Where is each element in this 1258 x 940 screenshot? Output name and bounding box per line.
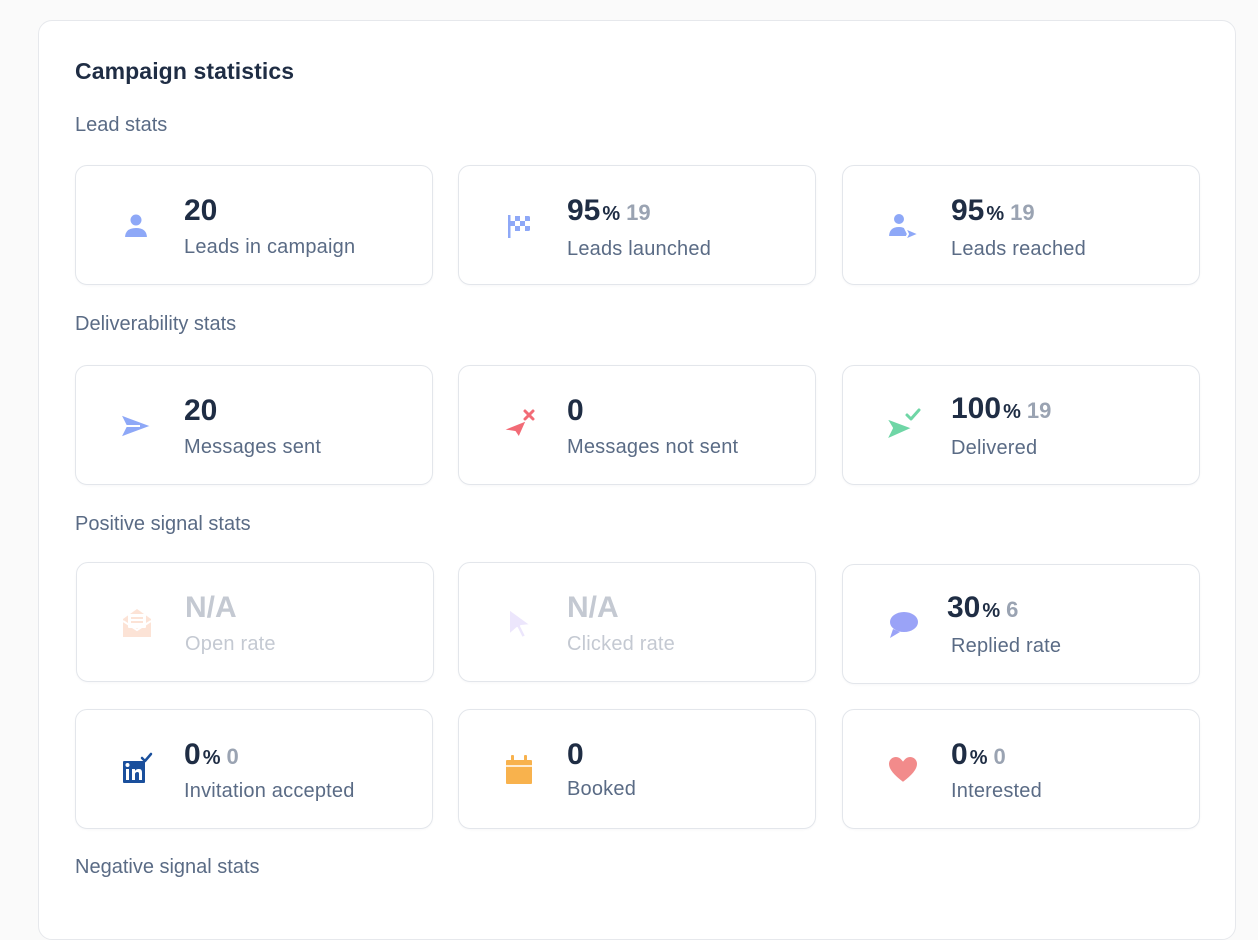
card-value: 0 (567, 738, 584, 771)
card-value: 95% 19 (951, 194, 1035, 227)
cursor-icon (499, 603, 539, 643)
card-clicked-rate[interactable]: N/A Clicked rate (458, 562, 816, 682)
card-value: N/A (185, 591, 237, 624)
card-value: 20 (184, 194, 218, 227)
card-label: Leads in campaign (184, 236, 356, 258)
card-value: 100% 19 (951, 392, 1052, 425)
card-label: Invitation accepted (184, 780, 355, 802)
panel-title: Campaign statistics (75, 58, 295, 84)
card-value: 0% 0 (951, 738, 1006, 771)
calendar-icon (499, 750, 539, 790)
section-title-deliverability: Deliverability stats (75, 313, 237, 335)
card-label: Delivered (951, 437, 1038, 459)
section-title-negative: Negative signal stats (75, 856, 260, 878)
section-title-lead: Lead stats (75, 114, 168, 136)
card-label: Messages sent (184, 436, 322, 458)
chat-bubble-icon (883, 605, 923, 645)
card-interested[interactable]: 0% 0 Interested (842, 709, 1200, 829)
card-value: 20 (184, 394, 218, 427)
heart-icon (883, 750, 923, 790)
card-booked[interactable]: 0 Booked (458, 709, 816, 829)
card-label: Clicked rate (567, 633, 675, 655)
campaign-statistics-panel: Campaign statistics Lead stats 20 Leads … (38, 20, 1236, 940)
card-open-rate[interactable]: N/A Open rate (76, 562, 434, 682)
card-label: Messages not sent (567, 436, 739, 458)
card-value: 95% 19 (567, 194, 651, 227)
card-value: N/A (567, 591, 619, 624)
card-invitation-accepted[interactable]: 0% 0 Invitation accepted (75, 709, 433, 829)
plane-failed-icon (499, 406, 539, 446)
card-label: Open rate (185, 633, 276, 655)
paper-plane-icon (116, 406, 156, 446)
card-replied-rate[interactable]: 30% 6 Replied rate (842, 564, 1200, 684)
card-leads-reached[interactable]: 95% 19 Leads reached (842, 165, 1200, 285)
plane-delivered-icon (883, 406, 923, 446)
linkedin-check-icon (116, 750, 156, 790)
card-label: Leads reached (951, 238, 1086, 260)
card-messages-not-sent[interactable]: 0 Messages not sent (458, 365, 816, 485)
card-leads-launched[interactable]: 95% 19 Leads launched (458, 165, 816, 285)
card-label: Interested (951, 780, 1042, 802)
user-icon (116, 206, 156, 246)
user-send-icon (883, 206, 923, 246)
card-value: 0 (567, 394, 584, 427)
card-delivered[interactable]: 100% 19 Delivered (842, 365, 1200, 485)
card-leads-in-campaign[interactable]: 20 Leads in campaign (75, 165, 433, 285)
card-label: Leads launched (567, 238, 712, 260)
card-value: 0% 0 (184, 738, 239, 771)
card-label: Replied rate (951, 635, 1062, 657)
checkered-flag-icon (499, 206, 539, 246)
card-value: 30% 6 (947, 591, 1019, 624)
card-messages-sent[interactable]: 20 Messages sent (75, 365, 433, 485)
open-envelope-icon (117, 603, 157, 643)
card-label: Booked (567, 778, 637, 800)
section-title-positive: Positive signal stats (75, 513, 251, 535)
